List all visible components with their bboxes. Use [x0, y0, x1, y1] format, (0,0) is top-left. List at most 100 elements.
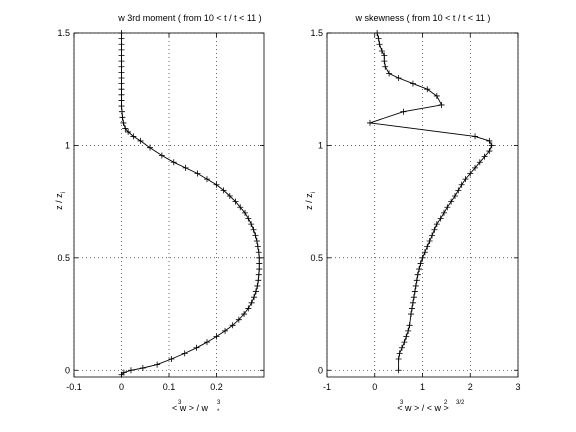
moment-chart-point [118, 103, 125, 110]
skewness-chart-point [410, 294, 417, 301]
moment-chart-point [253, 237, 260, 244]
skewness-chart-point [382, 63, 389, 70]
skewness-chart-point [451, 193, 458, 200]
skewness-chart-point [437, 215, 444, 222]
skewness-chart-point [378, 47, 385, 54]
skewness-chart-point [472, 164, 479, 171]
moment-chart-ytick-label: 1 [65, 140, 70, 150]
skewness-chart-point [403, 333, 410, 340]
moment-chart-point [255, 271, 262, 278]
moment-chart-xlabel: < w > / w [172, 403, 209, 413]
moment-chart-point [168, 356, 175, 363]
skewness-chart-point [426, 237, 433, 244]
moment-chart-point [170, 159, 177, 166]
skewness-chart-point [381, 58, 388, 65]
skewness-chart-point [381, 52, 388, 59]
moment-chart-point [248, 299, 255, 306]
skewness-chart-point [366, 119, 373, 126]
moment-chart-ytick-label: 1.5 [57, 28, 70, 38]
moment-chart-point [139, 365, 146, 372]
moment-chart-point [125, 128, 132, 135]
moment-chart-point [226, 193, 233, 200]
skewness-chart-point [408, 311, 415, 318]
moment-chart-point [250, 226, 257, 233]
moment-chart-xtick-label: 0 [119, 382, 124, 392]
skewness-chart-point [424, 86, 431, 93]
moment-chart-xtick-label: -0.1 [66, 382, 82, 392]
skewness-chart-point [412, 282, 419, 289]
moment-chart-point [118, 30, 125, 36]
moment-chart-point [255, 249, 262, 256]
moment-chart-point [222, 327, 229, 334]
skewness-chart-point [455, 187, 462, 194]
moment-chart-point [118, 35, 125, 42]
moment-chart-point [193, 344, 200, 351]
skewness-chart: w skewness ( from 10 < t / t < 11 ) z / … [304, 13, 521, 413]
skewness-chart-point [395, 74, 402, 81]
moment-chart: w 3rd moment ( from 10 < t / t < 11 ) z … [54, 13, 265, 415]
moment-chart-point [118, 108, 125, 115]
skewness-chart-point [429, 232, 436, 239]
moment-chart-ytick-label: 0.5 [57, 253, 70, 263]
skewness-chart-point [433, 221, 440, 228]
skewness-chart-ytick-label: 1 [318, 140, 323, 150]
skewness-chart-xlabel-sup: 3 [400, 400, 404, 406]
skewness-chart-ytick-label: 0.5 [310, 253, 323, 263]
skewness-chart-xtick-label: -1 [323, 382, 331, 392]
moment-chart-point [252, 232, 259, 239]
moment-chart-point [154, 361, 161, 368]
skewness-chart-point [476, 159, 483, 166]
skewness-chart-ytick-label: 0 [318, 365, 323, 375]
moment-chart-point [254, 282, 261, 289]
moment-chart-point [118, 97, 125, 104]
skewness-chart-point [408, 305, 415, 312]
skewness-chart-point [395, 356, 402, 363]
moment-chart-point [256, 254, 263, 261]
moment-chart-ytick-label: 0 [65, 365, 70, 375]
moment-chart-point [229, 322, 236, 329]
moment-chart-title: w 3rd moment ( from 10 < t / t < 11 ) [117, 13, 261, 23]
moment-chart-point [254, 243, 261, 250]
moment-chart-point [119, 114, 126, 121]
skewness-chart-point [444, 204, 451, 211]
skewness-chart-point [386, 70, 393, 77]
skewness-chart-point [413, 277, 420, 284]
moment-chart-point [118, 69, 125, 76]
skewness-chart-point [414, 271, 421, 278]
moment-chart-point [242, 209, 248, 216]
skewness-chart-point [401, 339, 408, 346]
moment-chart-point [118, 46, 125, 53]
skewness-chart-point [416, 266, 423, 273]
skewness-chart-point [376, 41, 383, 48]
moment-chart-point [220, 187, 227, 194]
moment-chart-point [235, 316, 242, 323]
skewness-chart-point [375, 35, 382, 42]
skewness-chart-xtick-label: 2 [468, 382, 473, 392]
skewness-chart-point [467, 170, 474, 177]
skewness-chart-point [409, 80, 416, 87]
skewness-chart-xlabel: < w > / < w > [397, 403, 449, 413]
moment-chart-point [120, 119, 127, 126]
moment-chart-point [256, 260, 263, 267]
moment-chart-point [204, 339, 210, 346]
skewness-chart-point [405, 327, 412, 334]
skewness-chart-title: w skewness ( from 10 < t / t < 11 ) [355, 13, 491, 23]
moment-chart-point [130, 133, 137, 140]
moment-chart-xlabel-sub: * [217, 409, 220, 415]
moment-chart-point [251, 294, 258, 301]
moment-chart-point [256, 266, 263, 273]
moment-chart-point [122, 125, 129, 132]
skewness-chart-xlabel-sup2: 2 [444, 400, 448, 406]
moment-chart-point [245, 215, 252, 222]
moment-chart-point [194, 170, 201, 177]
skewness-chart-point [486, 137, 493, 144]
moment-chart-point [118, 91, 125, 98]
moment-chart-point [255, 277, 262, 284]
skewness-chart-point [409, 299, 416, 306]
skewness-chart-point [431, 226, 438, 233]
skewness-chart-point [433, 92, 440, 99]
skewness-chart-point [481, 153, 488, 160]
moment-chart-ylabel: z / zi [54, 192, 67, 210]
moment-chart-point [118, 58, 125, 65]
